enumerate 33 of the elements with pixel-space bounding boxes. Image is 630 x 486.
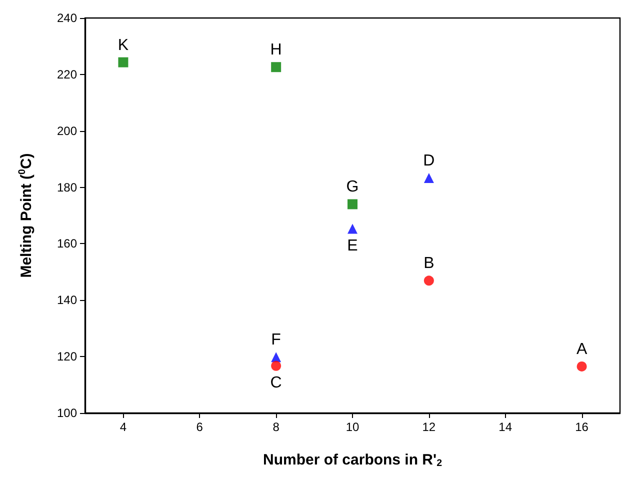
y-tick-label: 160: [56, 236, 78, 251]
x-tick-label: 10: [346, 420, 360, 434]
point: [348, 199, 358, 210]
annotation: E: [347, 237, 358, 254]
annotation: B: [424, 255, 434, 272]
point: [271, 62, 282, 72]
point: [424, 276, 434, 286]
annotation: C: [270, 374, 282, 392]
y-tick-label: 100: [56, 406, 78, 420]
y-tick-label: 180: [56, 180, 78, 194]
point: [271, 360, 282, 371]
point: [576, 361, 587, 372]
annotation: G: [346, 178, 359, 196]
x-tick-label: 12: [422, 420, 436, 434]
annotation: A: [576, 340, 588, 358]
annotation: F: [271, 332, 282, 349]
point: [118, 57, 128, 68]
y-tick-label: 200: [56, 124, 78, 138]
y-tick-label: 240: [56, 11, 78, 25]
y-axis-title: Melting Point (0C): [17, 153, 35, 278]
y-tick-label: 120: [56, 350, 78, 364]
point: [424, 172, 434, 183]
y-tick-label: 140: [56, 293, 78, 308]
annotation: K: [118, 36, 129, 54]
x-tick-label: 4: [120, 420, 127, 434]
annotation: D: [423, 152, 435, 170]
x-tick-label: 14: [498, 420, 512, 434]
y-tick-label: 220: [56, 67, 78, 82]
point: [348, 224, 358, 234]
annotation: H: [270, 42, 282, 59]
x-tick-label: 8: [272, 420, 280, 434]
x-tick-label: 6: [196, 420, 204, 434]
x-tick-label: 16: [575, 420, 589, 434]
